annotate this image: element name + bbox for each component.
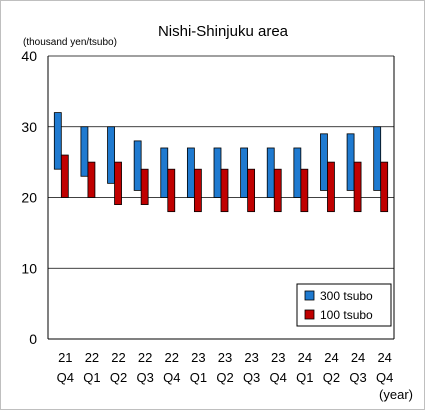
bar-100-tsubo-23-Q3 xyxy=(247,168,256,213)
x-tick-labels: 21 Q4 22 Q1 22 Q2 22 Q3 22 Q4 23 Q1 23 Q2 23 Q3 23 Q4 24 Q1… xyxy=(57,350,394,385)
x-tick-year: 24 xyxy=(351,350,365,365)
chart-title: Nishi-Shinjuku area xyxy=(158,23,289,40)
y-tick-labels: 0 10 20 30 40 xyxy=(21,48,37,347)
legend: 300 tsubo 100 tsubo xyxy=(296,283,392,327)
x-tick-year: 23 xyxy=(244,350,258,365)
x-tick-quarter: Q1 xyxy=(190,370,207,385)
y-tick-label: 20 xyxy=(21,190,37,206)
bar-100-tsubo-22-Q3 xyxy=(140,168,149,205)
bar-100-tsubo-24-Q2 xyxy=(327,161,335,213)
y-tick-label: 0 xyxy=(29,331,37,347)
legend-label-100-tsubo: 100 tsubo xyxy=(320,308,373,322)
x-tick-quarter: Q3 xyxy=(243,370,260,385)
bar-100-tsubo-22-Q1 xyxy=(87,161,96,198)
x-tick-quarter: Q3 xyxy=(349,370,366,385)
x-tick-year: 23 xyxy=(271,350,285,365)
bar-300-tsubo-22-Q2 xyxy=(107,126,115,184)
x-tick-quarter: Q4 xyxy=(270,370,287,385)
x-tick-year: 24 xyxy=(377,350,391,365)
legend-swatch-100-tsubo xyxy=(304,309,315,320)
x-tick-year: 24 xyxy=(298,350,312,365)
y-tick-label: 10 xyxy=(21,260,37,276)
bar-300-tsubo-23-Q1 xyxy=(186,147,195,198)
x-tick-year: 22 xyxy=(165,350,179,365)
x-tick-year: 21 xyxy=(58,350,72,365)
x-tick-quarter: Q4 xyxy=(57,370,74,385)
bar-300-tsubo-24-Q2 xyxy=(320,133,328,191)
x-tick-year: 22 xyxy=(111,350,125,365)
bar-100-tsubo-23-Q1 xyxy=(193,168,202,213)
x-tick-quarter: Q2 xyxy=(323,370,340,385)
bar-300-tsubo-24-Q3 xyxy=(346,133,355,191)
bar-100-tsubo-24-Q4 xyxy=(380,161,389,213)
legend-swatch-300-tsubo xyxy=(304,290,315,301)
y-tick-label: 30 xyxy=(21,119,37,135)
x-tick-quarter: Q4 xyxy=(163,370,180,385)
bar-300-tsubo-22-Q3 xyxy=(133,140,142,191)
bar-100-tsubo-24-Q3 xyxy=(353,161,362,213)
gridlines xyxy=(47,55,395,340)
bars xyxy=(53,112,389,213)
y-axis-label: (thousand yen/tsubo) xyxy=(23,37,117,48)
x-tick-quarter: Q2 xyxy=(110,370,127,385)
bar-100-tsubo-22-Q2 xyxy=(114,161,122,205)
bar-300-tsubo-23-Q3 xyxy=(240,147,249,198)
bar-100-tsubo-23-Q4 xyxy=(273,168,282,213)
bar-300-tsubo-23-Q2 xyxy=(213,147,222,198)
x-tick-quarter: Q4 xyxy=(376,370,393,385)
x-tick-year: 22 xyxy=(85,350,99,365)
bar-300-tsubo-23-Q4 xyxy=(266,147,275,198)
x-tick-quarter: Q1 xyxy=(296,370,313,385)
x-tick-year: 22 xyxy=(138,350,152,365)
x-axis-unit: (year) xyxy=(379,387,413,402)
bar-300-tsubo-21-Q4 xyxy=(53,112,62,170)
y-tick-label: 40 xyxy=(21,48,37,64)
bar-100-tsubo-24-Q1 xyxy=(300,168,309,213)
x-tick-year: 23 xyxy=(191,350,205,365)
x-tick-year: 24 xyxy=(324,350,338,365)
bar-100-tsubo-23-Q2 xyxy=(220,168,229,213)
x-tick-quarter: Q2 xyxy=(216,370,233,385)
bar-300-tsubo-22-Q4 xyxy=(160,147,169,198)
x-tick-year: 23 xyxy=(218,350,232,365)
x-tick-quarter: Q3 xyxy=(136,370,153,385)
bar-100-tsubo-21-Q4 xyxy=(60,154,69,198)
bar-300-tsubo-22-Q1 xyxy=(80,126,89,177)
legend-label-300-tsubo: 300 tsubo xyxy=(320,289,373,303)
bar-300-tsubo-24-Q1 xyxy=(293,147,302,198)
bar-300-tsubo-24-Q4 xyxy=(373,126,382,191)
bar-100-tsubo-22-Q4 xyxy=(167,168,176,213)
x-tick-quarter: Q1 xyxy=(83,370,100,385)
